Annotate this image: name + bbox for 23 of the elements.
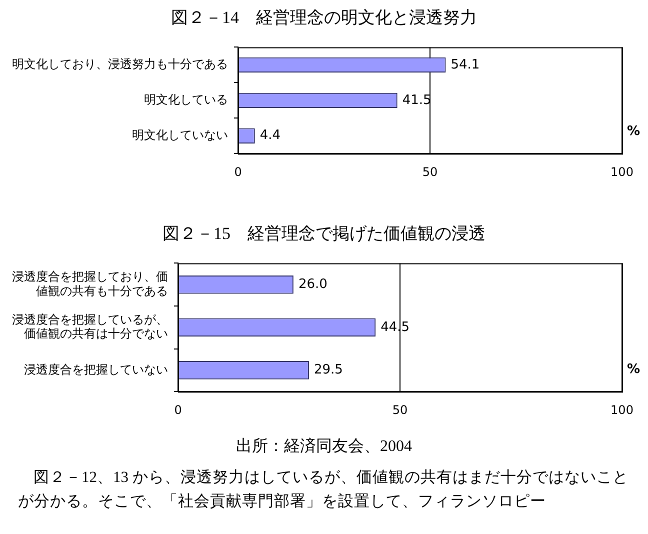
- x-tick-label: 50: [422, 164, 438, 179]
- y-tick-label: 明文化しており、浸透努力も十分である: [12, 57, 228, 72]
- data-label: 41.5: [402, 92, 432, 108]
- chart-title: 図２－15 経営理念で掲げた価値観の浸透: [162, 223, 486, 245]
- x-axis-title: %: [627, 362, 640, 377]
- data-label: 29.5: [314, 362, 343, 378]
- chart-title: 図２－14 経営理念の明文化と浸透努力: [170, 7, 478, 29]
- y-tick-label: 浸透度合を把握しているが、価値観の共有は十分でない: [12, 312, 168, 341]
- y-tick-label: 浸透度合を把握していない: [24, 362, 168, 376]
- data-label: 4.4: [260, 128, 281, 144]
- text: 出所：経済同友会、2004: [235, 436, 413, 457]
- x-tick-label: 50: [392, 402, 408, 417]
- caption: 図２－12、13 から、浸透努力はしているが、価値観の共有はまだ十分ではないことが分かる。そこで、「社会貢献専門部署」を設置して、フィランソロピー: [18, 468, 630, 512]
- data-label: 54.1: [450, 57, 480, 72]
- y-tick-label: 明文化していない: [132, 128, 228, 142]
- x-tick-label: 0: [234, 164, 242, 179]
- y-tick-label: 浸透度合を把握しており、価値観の共有も十分である: [12, 270, 168, 298]
- y-tick-label: 明文化している: [144, 92, 228, 107]
- x-tick-label: 0: [174, 402, 182, 417]
- data-label: 26.0: [298, 276, 328, 292]
- x-tick-label: 100: [610, 402, 634, 417]
- x-tick-label: 100: [610, 164, 634, 179]
- x-axis-title: %: [627, 124, 640, 139]
